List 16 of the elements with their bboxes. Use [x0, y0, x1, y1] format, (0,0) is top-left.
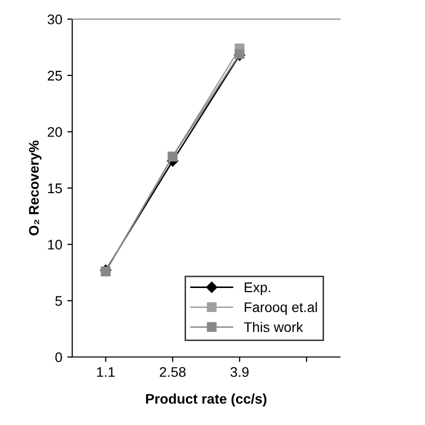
point	[234, 49, 244, 59]
legend-label: Farooq et.al	[244, 302, 317, 315]
legend-label: This work	[244, 322, 304, 332]
y-tick-label: 0	[55, 352, 62, 362]
x-axis-title: Product rate (cc/s)	[146, 394, 266, 407]
legend-label: Exp.	[244, 282, 270, 295]
x-tick-label: 1.1	[97, 367, 115, 377]
y-tick-label: 30	[48, 14, 62, 24]
x-tick-label: 3.9	[230, 367, 249, 377]
y-tick-label: 20	[48, 127, 62, 137]
y-tick-label: 25	[48, 70, 62, 81]
y-tick-label: 5	[55, 296, 62, 306]
x-tick-label: 2.58	[160, 367, 186, 377]
y-tick-label: 10	[48, 240, 62, 250]
y-tick-label: 15	[48, 184, 62, 194]
y-axis-title: O₂ Recovery%	[28, 140, 42, 236]
